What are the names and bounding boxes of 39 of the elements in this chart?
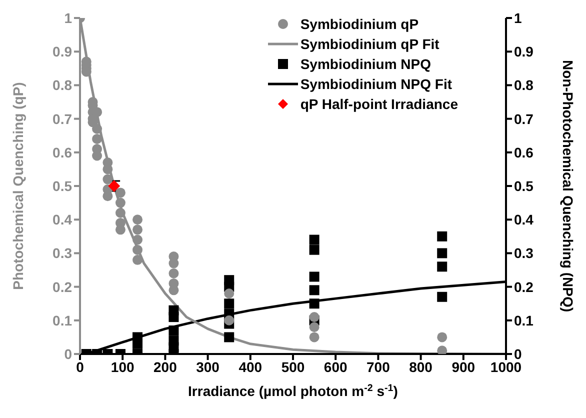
x-tick-label: 200 <box>154 358 178 375</box>
legend-label: Symbiodinium NPQ Fit <box>300 76 452 92</box>
y-tick-label: 0.6 <box>52 144 72 160</box>
x-tick-label: 900 <box>452 358 476 375</box>
y-tick-label: 0.9 <box>52 44 72 60</box>
y2-tick-label: 0.7 <box>514 110 534 127</box>
y2-tick-label: 1 <box>514 10 522 26</box>
y-tick-label: 0.1 <box>52 312 72 328</box>
y2-tick-label: 0.6 <box>514 144 534 160</box>
legend-label: Symbiodinium qP Fit <box>300 36 440 52</box>
x-tick-label: 400 <box>238 358 262 375</box>
y-tick-label: 0.7 <box>52 110 72 127</box>
y2-axis-title: Non-Photochemical Quenching (NPQ) <box>560 60 576 312</box>
y-tick-label: 0.2 <box>52 278 72 295</box>
y2-tick-label: 0.9 <box>514 44 534 60</box>
y2-tick-label: 0.3 <box>514 245 534 262</box>
y2-tick-label: 0.1 <box>514 312 534 328</box>
y-tick-label: 0.4 <box>52 212 72 228</box>
y-tick-label: 1 <box>64 10 72 26</box>
y-axis-title: Photochemical Quenching (qP) <box>10 82 26 290</box>
x-tick-label: 800 <box>409 358 433 375</box>
y2-tick-label: 0.5 <box>514 178 534 194</box>
y-tick-label: 0.8 <box>52 77 72 94</box>
x-tick-label: 0 <box>76 358 84 375</box>
y-tick-label: 0.5 <box>52 178 72 194</box>
x-tick-label: 100 <box>110 358 134 375</box>
x-tick-label: 300 <box>196 358 220 375</box>
y2-tick-label: 0.4 <box>514 212 534 228</box>
legend-label: Symbiodinium NPQ <box>300 56 432 72</box>
x-axis-title: Irradiance (µmol photon m$^{-2}$ s$^{-1}$) <box>188 382 398 399</box>
y-tick-label: 0 <box>64 346 72 362</box>
legend-label: Symbiodinium qP <box>300 16 419 32</box>
y2-tick-label: 0.2 <box>514 278 534 295</box>
y-tick-label: 0.3 <box>52 245 72 262</box>
legend-label: qP Half-point Irradiance <box>300 96 458 112</box>
x-tick-label: 500 <box>281 358 305 375</box>
x-tick-label: 600 <box>324 358 348 375</box>
x-tick-label: 700 <box>366 358 390 375</box>
y2-tick-label: 0.8 <box>514 77 534 94</box>
